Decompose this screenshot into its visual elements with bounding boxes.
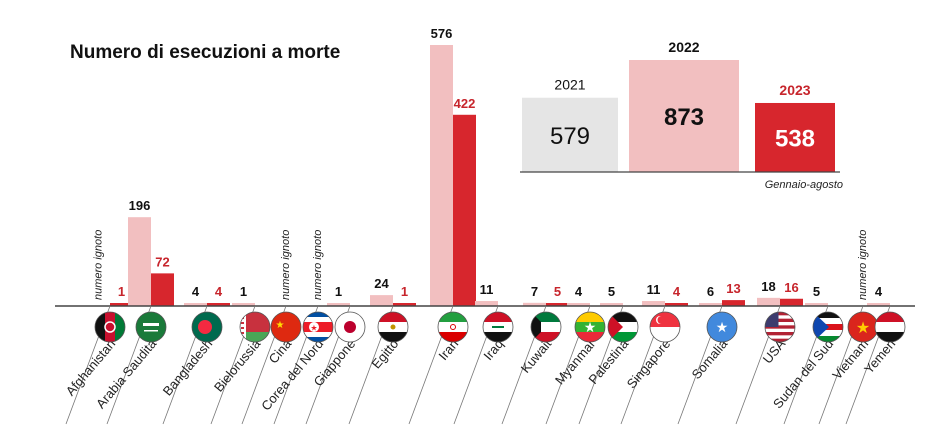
- bar-2022-palestina: [600, 303, 623, 306]
- label-2022-iraq: 11: [480, 282, 494, 297]
- label-2022-palestina: 5: [608, 284, 615, 299]
- somalia-flag-icon: ★: [706, 311, 738, 343]
- svg-text:★: ★: [856, 318, 870, 337]
- unknown-note-afghanistan: numero ignoto: [93, 230, 105, 300]
- total-box-2021: [522, 97, 618, 172]
- bar-2022-bielorussia: [232, 303, 255, 306]
- bar-2022-myanmar: [567, 303, 590, 306]
- bar-2023-singapore: [665, 303, 688, 306]
- bar-2023-usa: [780, 298, 803, 306]
- south-sudan-flag-icon: [812, 311, 844, 343]
- iraq-flag-icon: [482, 311, 514, 343]
- label-2023-usa: 16: [784, 280, 798, 295]
- bangladesh-flag-icon: [191, 311, 223, 343]
- unknown-note-cina: numero ignoto: [280, 230, 292, 300]
- label-2023-kuwait: 5: [554, 284, 561, 299]
- singapore-flag-icon: [649, 311, 681, 343]
- label-2023-egitto: 1: [401, 284, 408, 299]
- totals-note: Gennaio-agosto: [765, 179, 843, 191]
- myanmar-flag-icon: ★: [574, 311, 606, 343]
- bar-2022-iraq: [475, 301, 498, 306]
- egypt-flag-icon: [377, 311, 409, 343]
- label-2022-singapore: 11: [647, 282, 661, 297]
- label-2023-arabia-saudita: 72: [155, 254, 169, 269]
- svg-text:★: ★: [716, 320, 729, 336]
- label-2022-giappone: 1: [335, 284, 342, 299]
- flags-group: ★ ★ ★ ★ ★: [94, 311, 906, 343]
- bar-2022-kuwait: [523, 302, 546, 306]
- total-year-2023: 2023: [779, 82, 810, 98]
- total-value-2023: 538: [775, 125, 815, 152]
- bar-2022-arabia-saudita: [128, 217, 151, 306]
- total-year-2022: 2022: [668, 39, 699, 55]
- bar-2022-iran: [430, 45, 453, 306]
- bar-2022-giappone: [327, 303, 350, 306]
- bar-2022-usa: [757, 297, 780, 306]
- total-year-2021: 2021: [554, 77, 585, 93]
- iran-flag-icon: [437, 311, 469, 343]
- bar-2022-yemen: [867, 303, 890, 306]
- bar-2022-somalia: [699, 303, 722, 306]
- bar-2023-egitto: [393, 303, 416, 306]
- label-2023-iran: 422: [454, 96, 476, 111]
- tick-label-vietnam: Vietnam: [829, 336, 871, 382]
- bar-2022-sudan-del-sud: [805, 303, 828, 306]
- chart-title: Numero di esecuzioni a morte: [70, 42, 340, 63]
- bar-2023-afghanistan: [110, 303, 133, 306]
- svg-text:★: ★: [584, 320, 597, 336]
- saudi-arabia-flag-icon: [135, 311, 167, 343]
- label-2022-myanmar: 4: [575, 284, 583, 299]
- bar-2023-bangladesh: [207, 303, 230, 306]
- svg-text:★: ★: [310, 324, 317, 333]
- label-2022-egitto: 24: [374, 276, 389, 291]
- total-box-2022: [629, 60, 739, 172]
- svg-text:★: ★: [276, 320, 285, 331]
- label-2022-somalia: 6: [707, 284, 714, 299]
- label-2022-usa: 18: [761, 279, 775, 294]
- bar-2022-bangladesh: [184, 303, 207, 306]
- tick-label-singapore: Singapore: [624, 336, 674, 391]
- label-2022-iran: 576: [431, 26, 453, 41]
- afghanistan-flag-icon: [94, 311, 126, 343]
- kuwait-flag-icon: [530, 311, 562, 343]
- unknown-note-corea-del-nord: numero ignoto: [312, 230, 324, 300]
- label-2023-somalia: 13: [726, 281, 740, 296]
- japan-flag-icon: [334, 311, 366, 343]
- label-2022-sudan-del-sud: 5: [813, 284, 820, 299]
- unknown-note-vietnam: numero ignoto: [857, 230, 869, 300]
- label-2022-bangladesh: 4: [192, 284, 200, 299]
- china-flag-icon: ★: [270, 311, 302, 343]
- north-korea-flag-icon: ★: [302, 311, 334, 343]
- label-2023-singapore: 4: [673, 284, 681, 299]
- bar-2023-somalia: [722, 300, 745, 306]
- bar-2023-kuwait: [546, 303, 569, 306]
- palestine-flag-icon: [607, 311, 639, 343]
- total-value-2021: 579: [550, 123, 590, 150]
- label-2023-bangladesh: 4: [215, 284, 223, 299]
- vietnam-flag-icon: ★: [847, 311, 879, 343]
- bar-2023-arabia-saudita: [151, 273, 174, 306]
- yemen-flag-icon: [874, 311, 906, 343]
- usa-flag-icon: [764, 311, 796, 343]
- label-2022-yemen: 4: [875, 284, 883, 299]
- total-value-2022: 873: [664, 104, 704, 131]
- tick-label-somalia: Somalia: [689, 336, 731, 382]
- tick-label-bangladesh: Bangladesh: [160, 336, 216, 398]
- label-2022-kuwait: 7: [531, 284, 538, 299]
- label-2022-arabia-saudita: 196: [129, 198, 151, 213]
- bar-2022-egitto: [370, 295, 393, 306]
- bar-2022-singapore: [642, 301, 665, 306]
- totals-panel: 2021 579 2022 873 2023 538 Gennaio-agosto: [520, 39, 843, 191]
- bar-2023-iran: [453, 114, 476, 306]
- label-2023-afghanistan: 1: [118, 284, 125, 299]
- total-box-2023: [755, 102, 835, 172]
- label-2022-bielorussia: 1: [240, 284, 247, 299]
- belarus-flag-icon: [239, 311, 271, 343]
